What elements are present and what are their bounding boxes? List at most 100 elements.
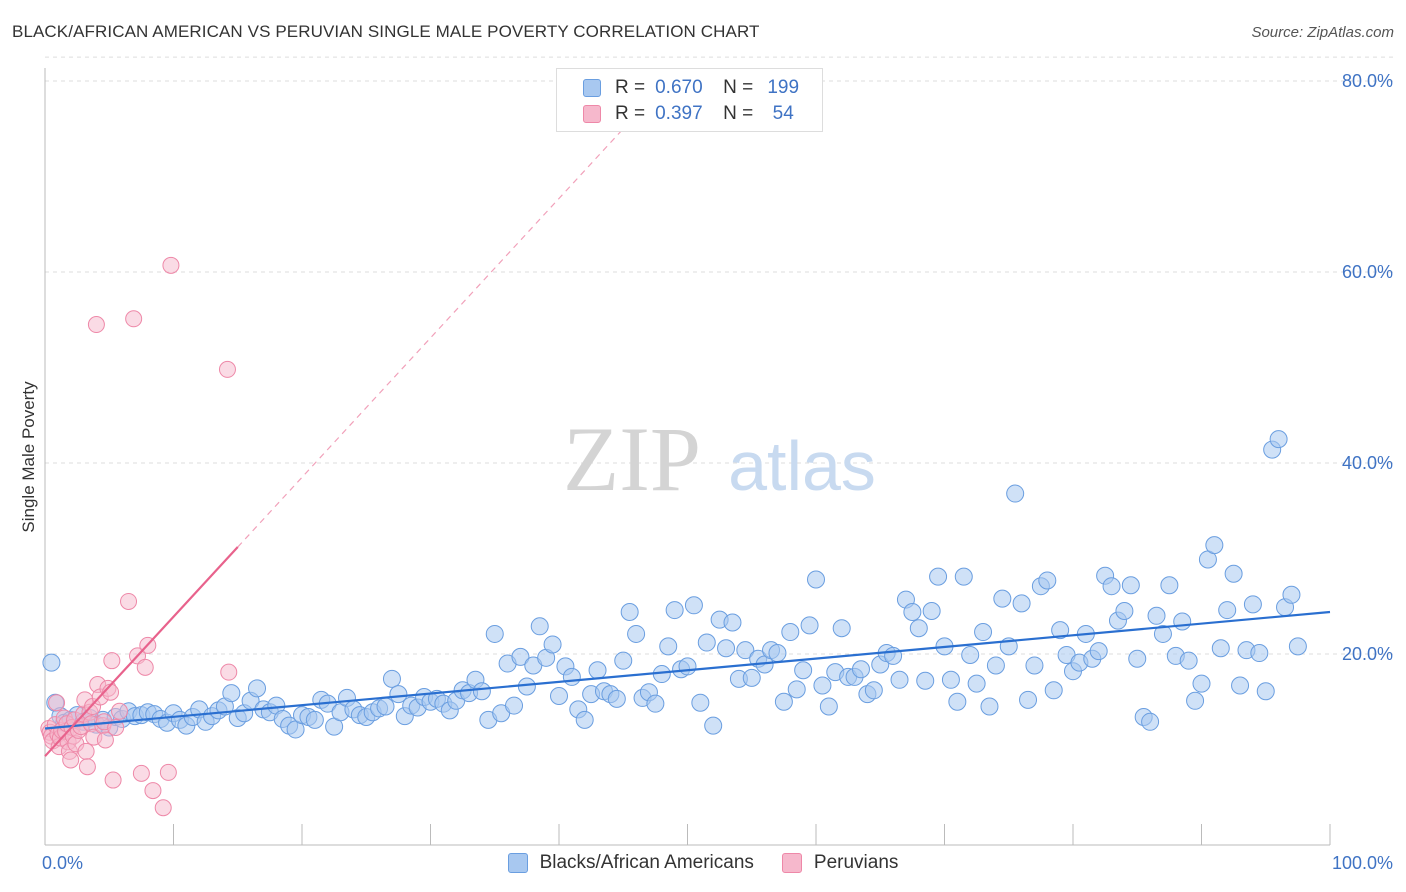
- pink-point: [120, 592, 138, 610]
- blue-point: [704, 716, 723, 735]
- blue-point: [1160, 576, 1179, 595]
- blue-point: [607, 689, 626, 708]
- blue-points: [42, 430, 1307, 739]
- pink-point: [154, 799, 172, 817]
- blue-point: [723, 613, 742, 632]
- pink-point: [104, 771, 122, 789]
- watermark-zip: ZIP: [563, 408, 701, 510]
- blue-point: [986, 656, 1005, 675]
- x-tick-label: 0.0%: [42, 853, 83, 873]
- pink-point: [162, 256, 180, 274]
- pink-swatch: [781, 853, 802, 873]
- blue-point: [1282, 585, 1301, 604]
- blue-point: [916, 671, 935, 690]
- blue-point: [620, 602, 639, 621]
- blue-point: [646, 694, 665, 713]
- legend-label: Blacks/African Americans: [539, 852, 754, 873]
- stats-row-peruvians: R = 0.397 N = 54: [583, 102, 803, 126]
- blue-point: [1173, 612, 1192, 631]
- blue-point: [588, 661, 607, 680]
- blue-point: [248, 679, 267, 698]
- blue-point: [774, 692, 793, 711]
- blue-point: [472, 682, 491, 701]
- blue-point: [974, 623, 993, 642]
- pink-point: [77, 742, 95, 760]
- blue-trend-line: [44, 610, 1331, 730]
- stats-legend: R = 0.670 N = 199 R = 0.397 N = 54: [556, 68, 823, 132]
- blue-point: [717, 639, 736, 658]
- blue-point: [543, 635, 562, 654]
- blue-point: [807, 570, 825, 589]
- r-label: R =: [615, 103, 646, 124]
- blue-point: [517, 677, 536, 696]
- pink-point: [125, 310, 143, 328]
- watermark: ZIP atlas: [563, 408, 876, 510]
- blue-point: [1269, 430, 1288, 449]
- pink-trend-extension: [237, 128, 624, 548]
- blue-point: [1224, 564, 1243, 583]
- pink-point: [78, 758, 96, 776]
- blue-point: [864, 681, 883, 700]
- stats-row-blacks: R = 0.670 N = 199: [583, 76, 803, 100]
- y-tick-label: 20.0%: [1342, 644, 1393, 664]
- blue-point: [948, 692, 967, 711]
- pink-point: [103, 652, 121, 670]
- y-tick-label: 80.0%: [1342, 71, 1393, 91]
- r-value: 0.397: [655, 103, 703, 124]
- blue-point: [684, 596, 703, 615]
- pink-point: [218, 360, 236, 378]
- blue-point: [1051, 621, 1070, 640]
- y-tick-label: 60.0%: [1342, 262, 1393, 282]
- blue-point: [305, 710, 324, 729]
- blue-point: [800, 616, 819, 635]
- legend-item-blacks[interactable]: Blacks/African Americans: [507, 852, 754, 874]
- pink-point: [136, 658, 154, 676]
- legend-item-peruvians[interactable]: Peruvians: [781, 852, 898, 874]
- pink-point: [132, 764, 150, 782]
- pink-point: [144, 782, 162, 800]
- blue-point: [1121, 576, 1140, 595]
- blue-point: [787, 680, 806, 699]
- r-label: R =: [615, 77, 646, 98]
- blue-point: [485, 624, 504, 643]
- blue-point: [1153, 624, 1172, 643]
- blue-point: [1218, 601, 1237, 620]
- axes: [44, 68, 1331, 846]
- trend-lines: [44, 546, 1331, 757]
- blue-point: [1044, 681, 1063, 700]
- blue-point: [1128, 649, 1147, 668]
- blue-point: [697, 633, 716, 652]
- pink-point: [48, 694, 66, 712]
- blue-point: [550, 687, 568, 706]
- y-tick-label: 40.0%: [1342, 453, 1393, 473]
- blue-point: [1141, 712, 1160, 731]
- blue-point: [832, 619, 851, 638]
- blue-point: [1025, 656, 1044, 675]
- blue-point: [954, 567, 973, 586]
- pink-point: [159, 763, 177, 781]
- blue-point: [922, 602, 941, 621]
- series-legend: Blacks/African Americans Peruvians: [0, 852, 1406, 874]
- y-axis-label: Single Male Poverty: [19, 381, 38, 533]
- blue-point: [530, 617, 549, 636]
- blue-point: [511, 647, 530, 666]
- blue-point: [1019, 690, 1038, 709]
- blue-point: [627, 624, 646, 643]
- blue-point: [389, 685, 408, 704]
- chart-title: BLACK/AFRICAN AMERICAN VS PERUVIAN SINGL…: [12, 22, 760, 41]
- blue-point: [678, 657, 697, 676]
- blue-point: [1012, 594, 1031, 613]
- pink-point: [87, 316, 105, 334]
- blue-swatch: [583, 79, 601, 97]
- watermark-atlas: atlas: [728, 427, 876, 505]
- pink-point: [62, 751, 80, 769]
- pink-swatch: [583, 105, 601, 123]
- n-value: 54: [772, 103, 794, 124]
- blue-point: [909, 619, 928, 638]
- y-tick-labels: 20.0% 40.0% 60.0% 80.0%: [1342, 71, 1393, 664]
- blue-point: [505, 696, 524, 715]
- pink-point: [220, 663, 238, 681]
- blue-point: [1038, 571, 1057, 590]
- blue-point: [993, 589, 1012, 608]
- blue-point: [1102, 577, 1121, 596]
